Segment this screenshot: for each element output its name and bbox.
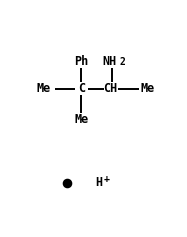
Text: 2: 2 bbox=[120, 57, 126, 67]
Point bbox=[65, 181, 68, 185]
Text: Me: Me bbox=[141, 82, 155, 95]
Text: NH: NH bbox=[102, 55, 117, 68]
Text: Me: Me bbox=[74, 113, 88, 126]
Text: H: H bbox=[95, 176, 102, 189]
Text: +: + bbox=[104, 174, 110, 184]
Text: Ph: Ph bbox=[74, 55, 88, 68]
Text: CH: CH bbox=[103, 82, 117, 95]
Text: C: C bbox=[78, 82, 85, 95]
Text: Me: Me bbox=[36, 82, 51, 95]
